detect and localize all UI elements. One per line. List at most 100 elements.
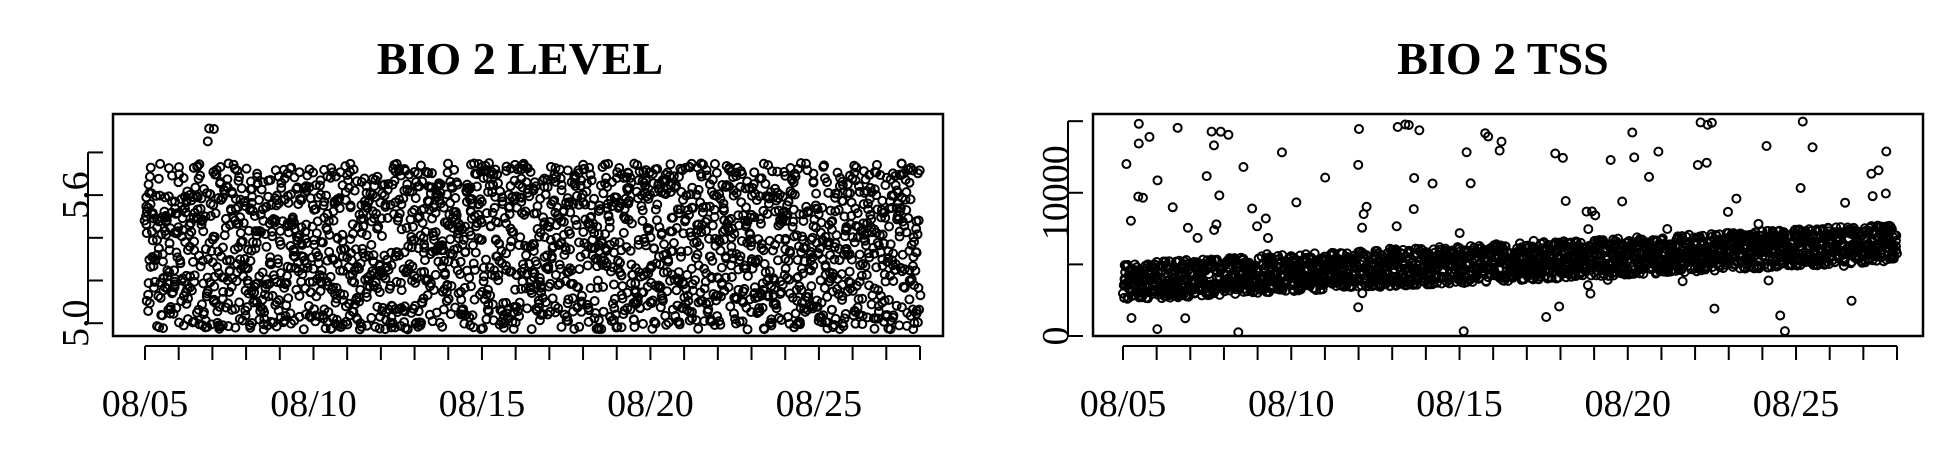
data-point: [481, 208, 492, 219]
data-point: [1209, 224, 1220, 235]
data-point: [164, 267, 175, 278]
data-point: [437, 321, 448, 332]
data-point: [811, 188, 822, 199]
data-point: [798, 215, 809, 226]
data-point: [556, 321, 567, 332]
data-point: [143, 179, 154, 190]
data-point: [537, 175, 548, 186]
data-point: [637, 215, 648, 226]
data-point: [782, 209, 793, 220]
data-point: [1873, 165, 1884, 176]
data-point: [829, 254, 840, 265]
data-points-level: [139, 123, 926, 335]
data-point: [846, 254, 857, 265]
data-point: [318, 200, 329, 211]
data-point: [736, 168, 747, 179]
data-point: [598, 281, 609, 292]
data-point: [701, 165, 712, 176]
data-point: [851, 162, 862, 173]
data-point: [1581, 206, 1592, 217]
data-point: [908, 165, 919, 176]
data-point: [215, 161, 226, 172]
data-point: [487, 207, 498, 218]
data-point: [827, 271, 838, 282]
data-point: [155, 158, 166, 169]
data-point: [771, 303, 782, 314]
data-point: [416, 317, 427, 328]
data-point: [592, 282, 603, 293]
data-point: [816, 297, 827, 308]
data-point: [914, 304, 925, 315]
data-point: [772, 166, 783, 177]
data-point: [609, 237, 620, 248]
data-point: [688, 203, 699, 214]
data-point: [1180, 313, 1191, 324]
data-point: [195, 261, 206, 272]
data-point: [726, 271, 737, 282]
data-point: [714, 189, 725, 200]
data-point: [709, 212, 720, 223]
data-point: [386, 322, 397, 333]
data-point: [1775, 310, 1786, 321]
data-point: [660, 189, 671, 200]
data-point: [439, 267, 450, 278]
data-point: [487, 299, 498, 310]
data-point: [402, 323, 413, 334]
data-point: [1409, 172, 1420, 183]
data-point: [628, 314, 639, 325]
data-point: [528, 183, 539, 194]
data-point: [467, 198, 478, 209]
data-point: [263, 291, 274, 302]
data-point: [296, 195, 307, 206]
data-point: [711, 167, 722, 178]
data-point: [609, 302, 620, 313]
data-point: [696, 227, 707, 238]
data-point: [789, 189, 800, 200]
data-point: [1206, 126, 1217, 137]
data-point: [282, 270, 293, 281]
data-point: [598, 306, 609, 317]
data-point: [407, 261, 418, 272]
data-point: [766, 317, 777, 328]
data-point: [564, 244, 575, 255]
data-point: [1223, 129, 1234, 140]
data-point: [723, 282, 734, 293]
data-point: [691, 189, 702, 200]
data-point: [1431, 273, 1442, 284]
data-point: [143, 306, 154, 317]
data-point: [249, 210, 260, 221]
data-point: [668, 237, 679, 248]
data-point: [844, 266, 855, 277]
plot-frame-tss: [1091, 112, 1925, 338]
data-point: [745, 240, 756, 251]
data-point: [906, 274, 917, 285]
data-point: [354, 263, 365, 274]
data-point: [354, 296, 365, 307]
data-point: [1247, 203, 1258, 214]
data-point: [466, 281, 477, 292]
data-point: [1391, 221, 1402, 232]
data-point: [310, 204, 321, 215]
data-point: [485, 290, 496, 301]
data-point: [756, 243, 767, 254]
data-point: [878, 238, 889, 249]
data-point: [556, 185, 567, 196]
data-point: [1182, 222, 1193, 233]
data-point: [189, 270, 200, 281]
data-point: [438, 202, 449, 213]
data-point: [181, 298, 192, 309]
data-point: [1617, 196, 1628, 207]
data-point: [815, 275, 826, 286]
data-point: [224, 286, 235, 297]
data-point: [1706, 117, 1717, 128]
data-point: [888, 310, 899, 321]
data-point: [614, 257, 625, 268]
data-point: [676, 246, 687, 257]
data-point: [356, 321, 367, 332]
data-point: [896, 302, 907, 313]
data-point: [261, 202, 272, 213]
data-point: [153, 173, 164, 184]
data-point: [469, 264, 480, 275]
data-point: [1797, 116, 1808, 127]
